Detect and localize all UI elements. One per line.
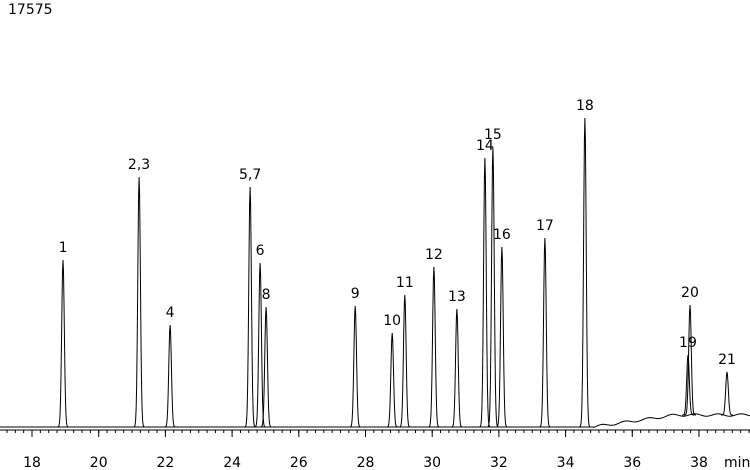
peak-label: 5,7 bbox=[239, 167, 261, 183]
peak bbox=[133, 176, 146, 428]
baseline bbox=[0, 413, 750, 428]
x-tick-label: 22 bbox=[156, 455, 174, 470]
peak bbox=[57, 259, 69, 428]
peak-label: 10 bbox=[383, 313, 401, 329]
peak bbox=[386, 332, 399, 428]
peak bbox=[495, 246, 508, 428]
peak bbox=[478, 157, 491, 428]
peak bbox=[538, 237, 551, 428]
peak-label: 4 bbox=[166, 305, 175, 321]
x-tick-label: 24 bbox=[223, 455, 241, 470]
x-tick-label: 26 bbox=[290, 455, 308, 470]
peak-label: 20 bbox=[681, 285, 699, 301]
peak-label: 13 bbox=[448, 289, 466, 305]
x-tick-label: 32 bbox=[490, 455, 508, 470]
peak bbox=[244, 186, 257, 428]
peak-label: 2,3 bbox=[128, 157, 150, 173]
peak bbox=[578, 117, 591, 428]
peak bbox=[450, 308, 463, 428]
peak-label: 19 bbox=[679, 335, 697, 351]
x-tick-label: 38 bbox=[690, 455, 708, 470]
x-axis-label: min bbox=[724, 455, 750, 470]
peak-label: 14 bbox=[476, 138, 494, 154]
x-tick-label: 34 bbox=[557, 455, 575, 470]
peak bbox=[349, 305, 362, 428]
peak bbox=[398, 294, 411, 428]
peak-label: 9 bbox=[351, 286, 360, 302]
peak-label: 8 bbox=[262, 287, 271, 303]
x-tick-label: 20 bbox=[90, 455, 108, 470]
x-tick-label: 30 bbox=[423, 455, 441, 470]
peak-label: 11 bbox=[396, 275, 414, 291]
peak-label: 1 bbox=[59, 240, 68, 256]
peak-label: 6 bbox=[256, 243, 265, 259]
peak-label: 15 bbox=[484, 127, 502, 143]
peak-label: 16 bbox=[493, 227, 511, 243]
x-tick-label: 28 bbox=[357, 455, 375, 470]
peak-label: 17 bbox=[536, 218, 554, 234]
peak bbox=[684, 304, 696, 416]
x-tick-label: 36 bbox=[623, 455, 641, 470]
peak bbox=[486, 146, 499, 428]
peak bbox=[164, 324, 177, 428]
chart-title: 17575 bbox=[8, 2, 53, 18]
peak-label: 18 bbox=[576, 98, 594, 114]
x-tick-label: 18 bbox=[23, 455, 41, 470]
peak-label: 12 bbox=[425, 247, 443, 263]
peak-label: 21 bbox=[718, 352, 736, 368]
peak bbox=[260, 306, 273, 428]
peak bbox=[427, 266, 440, 428]
peak bbox=[721, 371, 733, 416]
peak bbox=[254, 262, 267, 428]
